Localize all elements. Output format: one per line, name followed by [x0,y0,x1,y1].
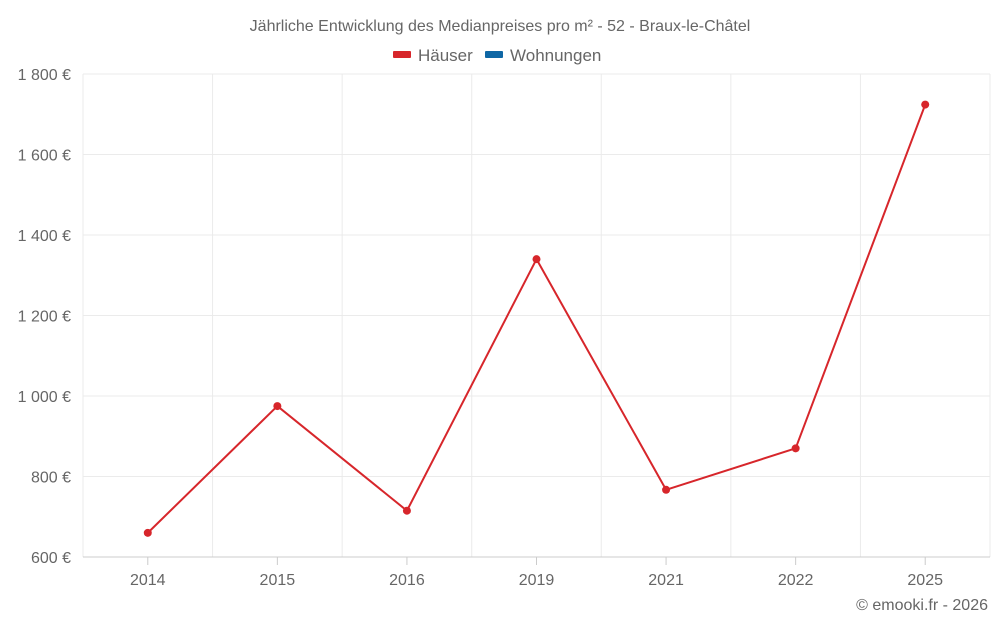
data-point-h-user [273,402,282,411]
y-tick-label: 1 000 € [18,389,71,406]
x-tick-label: 2019 [519,572,555,589]
chart-title: Jährliche Entwicklung des Medianpreises … [250,18,751,35]
x-tick-label: 2014 [130,572,166,589]
data-point-h-user [402,506,411,515]
legend-label-wohnungen: Wohnungen [510,46,601,65]
y-tick-label: 600 € [31,550,71,567]
credit: © emooki.fr - 2026 [856,597,988,614]
grid [82,73,991,557]
data-point-h-user [662,485,671,494]
legend-swatch-wohnungen [485,51,503,58]
data-point-h-user [143,528,152,537]
data-point-h-user [921,100,930,109]
x-tick-label: 2015 [260,572,296,589]
y-tick-label: 1 400 € [18,228,71,245]
series [143,100,930,537]
x-tick-label: 2025 [907,572,943,589]
legend-swatch-haeuser [393,51,411,58]
legend-item-haeuser[interactable]: Häuser [393,46,473,65]
y-tick-label: 1 600 € [18,148,71,165]
x-tick-label: 2022 [778,572,814,589]
y-tick-label: 1 200 € [18,309,71,326]
legend-label-haeuser: Häuser [418,46,473,65]
x-tick-label: 2016 [389,572,425,589]
y-tick-label: 1 800 € [18,67,71,84]
y-tick-label: 800 € [31,470,71,487]
series-line-h-user [147,104,927,534]
legend-item-wohnungen[interactable]: Wohnungen [485,46,601,65]
axes: 600 € 800 € 1 000 € 1 200 € 1 400 € 1 600 € 1 … [18,67,990,589]
legend: Häuser Wohnungen [393,46,601,65]
data-point-h-user [532,255,541,264]
data-point-h-user [791,444,800,453]
x-tick-label: 2021 [648,572,684,589]
